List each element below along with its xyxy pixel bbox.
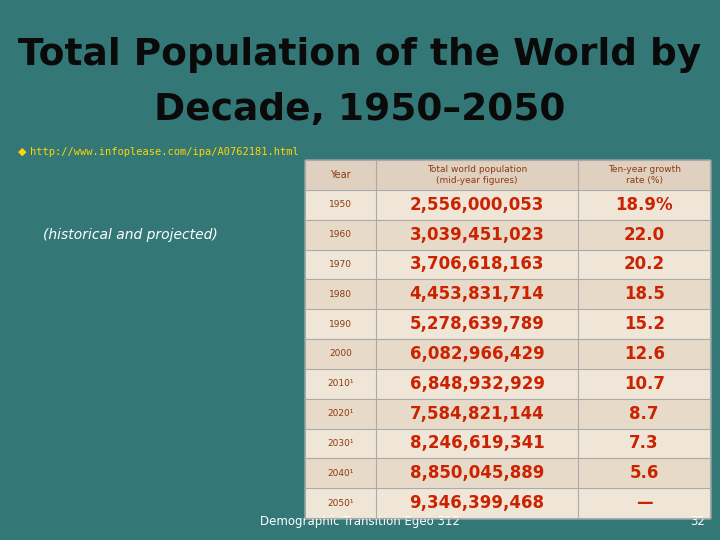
Text: 1980: 1980 bbox=[329, 290, 352, 299]
Text: (historical and projected): (historical and projected) bbox=[42, 228, 217, 242]
Bar bbox=[305, 220, 710, 249]
Text: 22.0: 22.0 bbox=[624, 226, 665, 244]
Bar bbox=[305, 458, 710, 488]
Text: 3,039,451,023: 3,039,451,023 bbox=[410, 226, 544, 244]
Text: Total Population of the World by: Total Population of the World by bbox=[19, 37, 701, 73]
Text: 2050¹: 2050¹ bbox=[327, 498, 354, 508]
Text: 20.2: 20.2 bbox=[624, 255, 665, 273]
Text: Total world population
(mid-year figures): Total world population (mid-year figures… bbox=[427, 165, 527, 185]
Text: 3,706,618,163: 3,706,618,163 bbox=[410, 255, 544, 273]
Text: 5.6: 5.6 bbox=[629, 464, 659, 482]
Text: 2040¹: 2040¹ bbox=[328, 469, 354, 478]
Text: 8.7: 8.7 bbox=[629, 404, 659, 423]
Text: 7,584,821,144: 7,584,821,144 bbox=[410, 404, 544, 423]
Bar bbox=[305, 309, 710, 339]
Text: 9,346,399,468: 9,346,399,468 bbox=[410, 494, 544, 512]
Bar bbox=[305, 249, 710, 279]
Text: 7.3: 7.3 bbox=[629, 434, 659, 453]
Text: 12.6: 12.6 bbox=[624, 345, 665, 363]
Text: —: — bbox=[636, 494, 652, 512]
Bar bbox=[305, 339, 710, 369]
Bar bbox=[305, 279, 710, 309]
Bar bbox=[305, 429, 710, 458]
Text: 6,848,932,929: 6,848,932,929 bbox=[410, 375, 544, 393]
Text: 4,453,831,714: 4,453,831,714 bbox=[410, 285, 544, 303]
Bar bbox=[305, 399, 710, 429]
Text: 18.9%: 18.9% bbox=[616, 195, 673, 214]
Text: 8,850,045,889: 8,850,045,889 bbox=[410, 464, 544, 482]
Text: Year: Year bbox=[330, 170, 351, 180]
Bar bbox=[305, 369, 710, 399]
Text: Demographic Transition Egeo 312: Demographic Transition Egeo 312 bbox=[260, 515, 460, 528]
Text: 2020¹: 2020¹ bbox=[328, 409, 354, 418]
Text: 1950: 1950 bbox=[329, 200, 352, 209]
Bar bbox=[305, 190, 710, 220]
Bar bbox=[305, 160, 710, 518]
Text: Decade, 1950–2050: Decade, 1950–2050 bbox=[154, 92, 566, 128]
Text: 1990: 1990 bbox=[329, 320, 352, 328]
Text: 2030¹: 2030¹ bbox=[327, 439, 354, 448]
Bar bbox=[305, 488, 710, 518]
Bar bbox=[305, 160, 710, 190]
Text: 8,246,619,341: 8,246,619,341 bbox=[410, 434, 544, 453]
Text: 2,556,000,053: 2,556,000,053 bbox=[410, 195, 544, 214]
Text: ◆: ◆ bbox=[18, 147, 27, 157]
Text: Ten-year growth
rate (%): Ten-year growth rate (%) bbox=[608, 165, 680, 185]
Text: 32: 32 bbox=[690, 515, 705, 528]
Text: 1970: 1970 bbox=[329, 260, 352, 269]
Text: 2010¹: 2010¹ bbox=[327, 379, 354, 388]
Text: 15.2: 15.2 bbox=[624, 315, 665, 333]
Text: http://www.infoplease.com/ipa/A0762181.html: http://www.infoplease.com/ipa/A0762181.h… bbox=[30, 147, 299, 157]
Text: 6,082,966,429: 6,082,966,429 bbox=[410, 345, 544, 363]
Text: 5,278,639,789: 5,278,639,789 bbox=[410, 315, 544, 333]
Text: 18.5: 18.5 bbox=[624, 285, 665, 303]
Text: 10.7: 10.7 bbox=[624, 375, 665, 393]
Text: 2000: 2000 bbox=[329, 349, 352, 359]
Text: 1960: 1960 bbox=[329, 230, 352, 239]
